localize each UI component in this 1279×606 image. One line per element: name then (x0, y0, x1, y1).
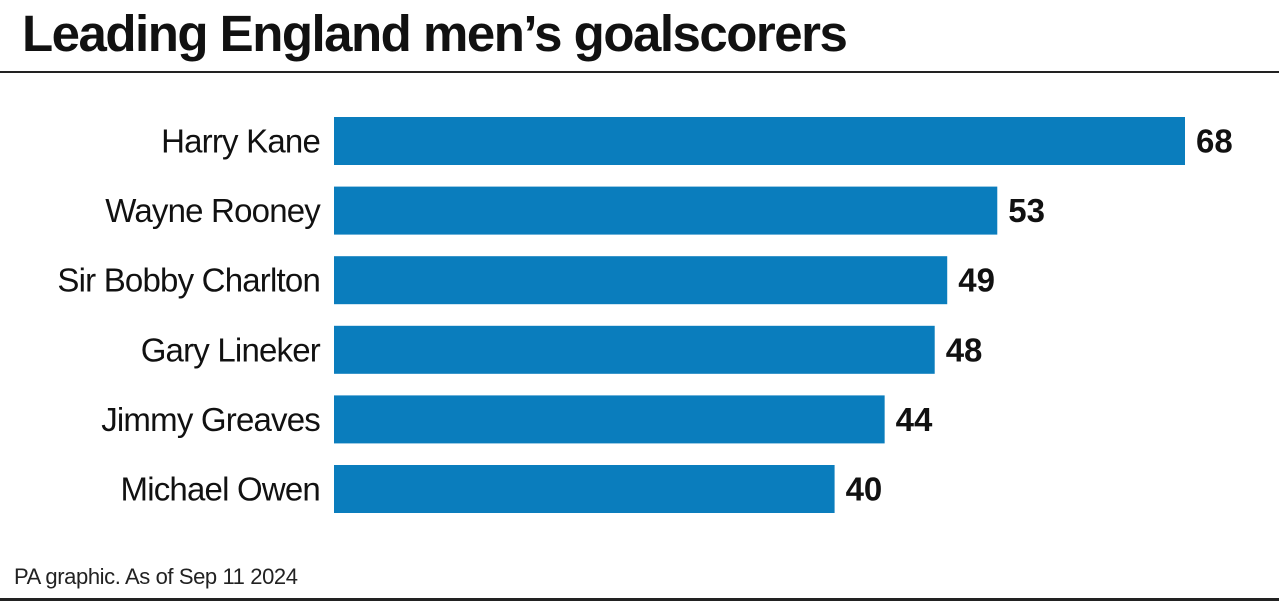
page-title: Leading England men’s goalscorers (22, 5, 848, 62)
category-label: Wayne Rooney (105, 192, 321, 229)
value-label: 68 (1196, 123, 1233, 160)
bar (334, 465, 835, 513)
bottom-divider (0, 598, 1279, 601)
title-divider (0, 71, 1279, 73)
category-label: Michael Owen (121, 471, 321, 508)
bar (334, 325, 935, 374)
source-credit: PA graphic. As of Sep 11 2024 (14, 564, 298, 589)
bar (334, 395, 885, 444)
bars-layer: Harry Kane 68 Wayne Rooney 53 Sir Bobby Char… (57, 117, 1233, 513)
category-label: Harry Kane (161, 123, 320, 160)
bar (334, 186, 998, 235)
value-label: 48 (946, 331, 983, 368)
value-label: 40 (846, 471, 883, 508)
bar (334, 117, 1185, 165)
bar (334, 256, 948, 305)
category-label: Jimmy Greaves (101, 401, 320, 438)
value-label: 44 (896, 401, 933, 438)
category-label: Sir Bobby Charlton (57, 262, 320, 299)
category-label: Gary Lineker (141, 331, 321, 368)
value-label: 53 (1008, 192, 1045, 229)
value-label: 49 (958, 262, 995, 299)
